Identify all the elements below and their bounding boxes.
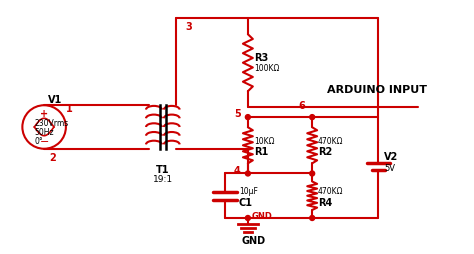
Text: +: + (40, 108, 48, 118)
Text: GND: GND (252, 211, 273, 220)
Text: 2: 2 (49, 152, 56, 162)
Text: 470KΩ: 470KΩ (318, 136, 344, 145)
Text: ARDUINO INPUT: ARDUINO INPUT (327, 85, 427, 95)
Text: 19:1: 19:1 (153, 174, 173, 183)
Text: −: − (39, 137, 49, 147)
Text: 5V: 5V (384, 163, 395, 172)
Circle shape (246, 171, 250, 176)
Text: GND: GND (242, 235, 266, 245)
Text: 10μF: 10μF (239, 186, 258, 196)
Circle shape (310, 216, 315, 220)
Circle shape (310, 115, 315, 120)
Text: 100KΩ: 100KΩ (254, 64, 279, 73)
Text: 1: 1 (66, 104, 73, 114)
Text: 5: 5 (234, 109, 241, 119)
Text: 0°: 0° (34, 137, 43, 146)
Text: 6: 6 (298, 101, 305, 111)
Text: R4: R4 (318, 197, 332, 207)
Circle shape (246, 216, 250, 220)
Text: R3: R3 (254, 53, 268, 62)
Text: C1: C1 (239, 197, 253, 207)
Text: 10KΩ: 10KΩ (254, 136, 274, 145)
Text: 230Vrms: 230Vrms (34, 118, 68, 127)
Circle shape (310, 171, 315, 176)
Text: 4: 4 (234, 165, 241, 175)
Text: V2: V2 (384, 151, 399, 161)
Text: T1: T1 (156, 164, 170, 174)
Text: 3: 3 (185, 22, 192, 32)
Text: 470KΩ: 470KΩ (318, 186, 344, 196)
Text: R1: R1 (254, 147, 268, 157)
Text: R2: R2 (318, 147, 332, 157)
Circle shape (246, 115, 250, 120)
Text: V1: V1 (48, 95, 62, 105)
Text: 50Hz: 50Hz (34, 128, 54, 137)
